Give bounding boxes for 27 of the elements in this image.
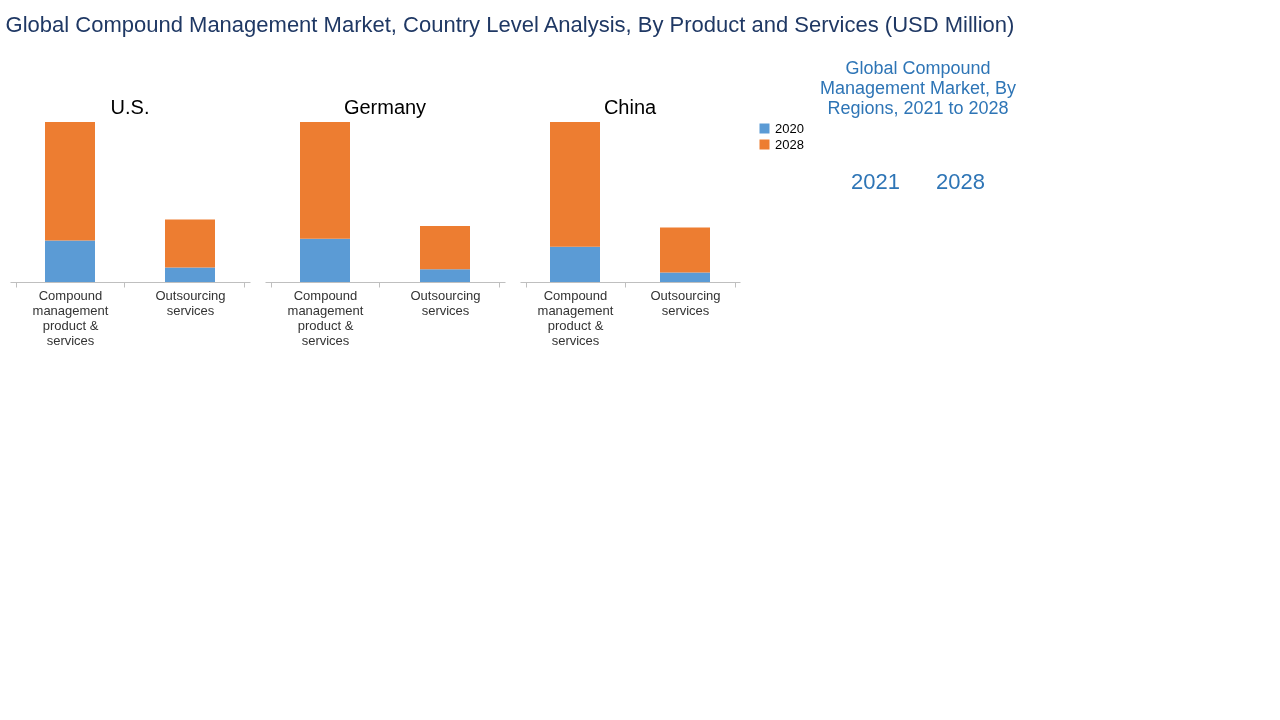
x-tick-label: Outsourcing services xyxy=(410,287,481,318)
bar xyxy=(45,122,95,241)
chart-title: China xyxy=(603,96,657,118)
x-tick-label: Outsourcing services xyxy=(650,287,721,318)
bar xyxy=(165,267,215,282)
legend-label: 2020 xyxy=(775,120,804,136)
text: 2028 xyxy=(936,169,985,194)
bar xyxy=(660,272,710,282)
bar xyxy=(550,246,600,282)
bar xyxy=(660,227,710,273)
bar xyxy=(300,238,350,282)
text: Global Compound Management Market, By Regions, 2021 to 2028 xyxy=(819,58,1017,118)
bar xyxy=(45,240,95,282)
bar xyxy=(165,219,215,268)
bar xyxy=(300,122,350,239)
text: Global Compound Management Market, Country Level Analysis, By Product and Services (USD Million) xyxy=(5,12,1015,37)
x-tick-label: Outsourcing services xyxy=(155,287,226,318)
x-tick-label: Compound management product & services xyxy=(537,287,614,348)
legend-label: 2028 xyxy=(775,136,804,152)
x-tick-label: Compound management product & services xyxy=(32,287,109,348)
text: 2021 xyxy=(851,169,900,194)
x-tick-label: Compound management product & services xyxy=(287,287,364,348)
bar xyxy=(420,269,470,282)
chart-title: U.S. xyxy=(110,96,150,118)
bar xyxy=(550,122,600,247)
bar xyxy=(420,226,470,270)
chart-title: Germany xyxy=(343,96,427,118)
